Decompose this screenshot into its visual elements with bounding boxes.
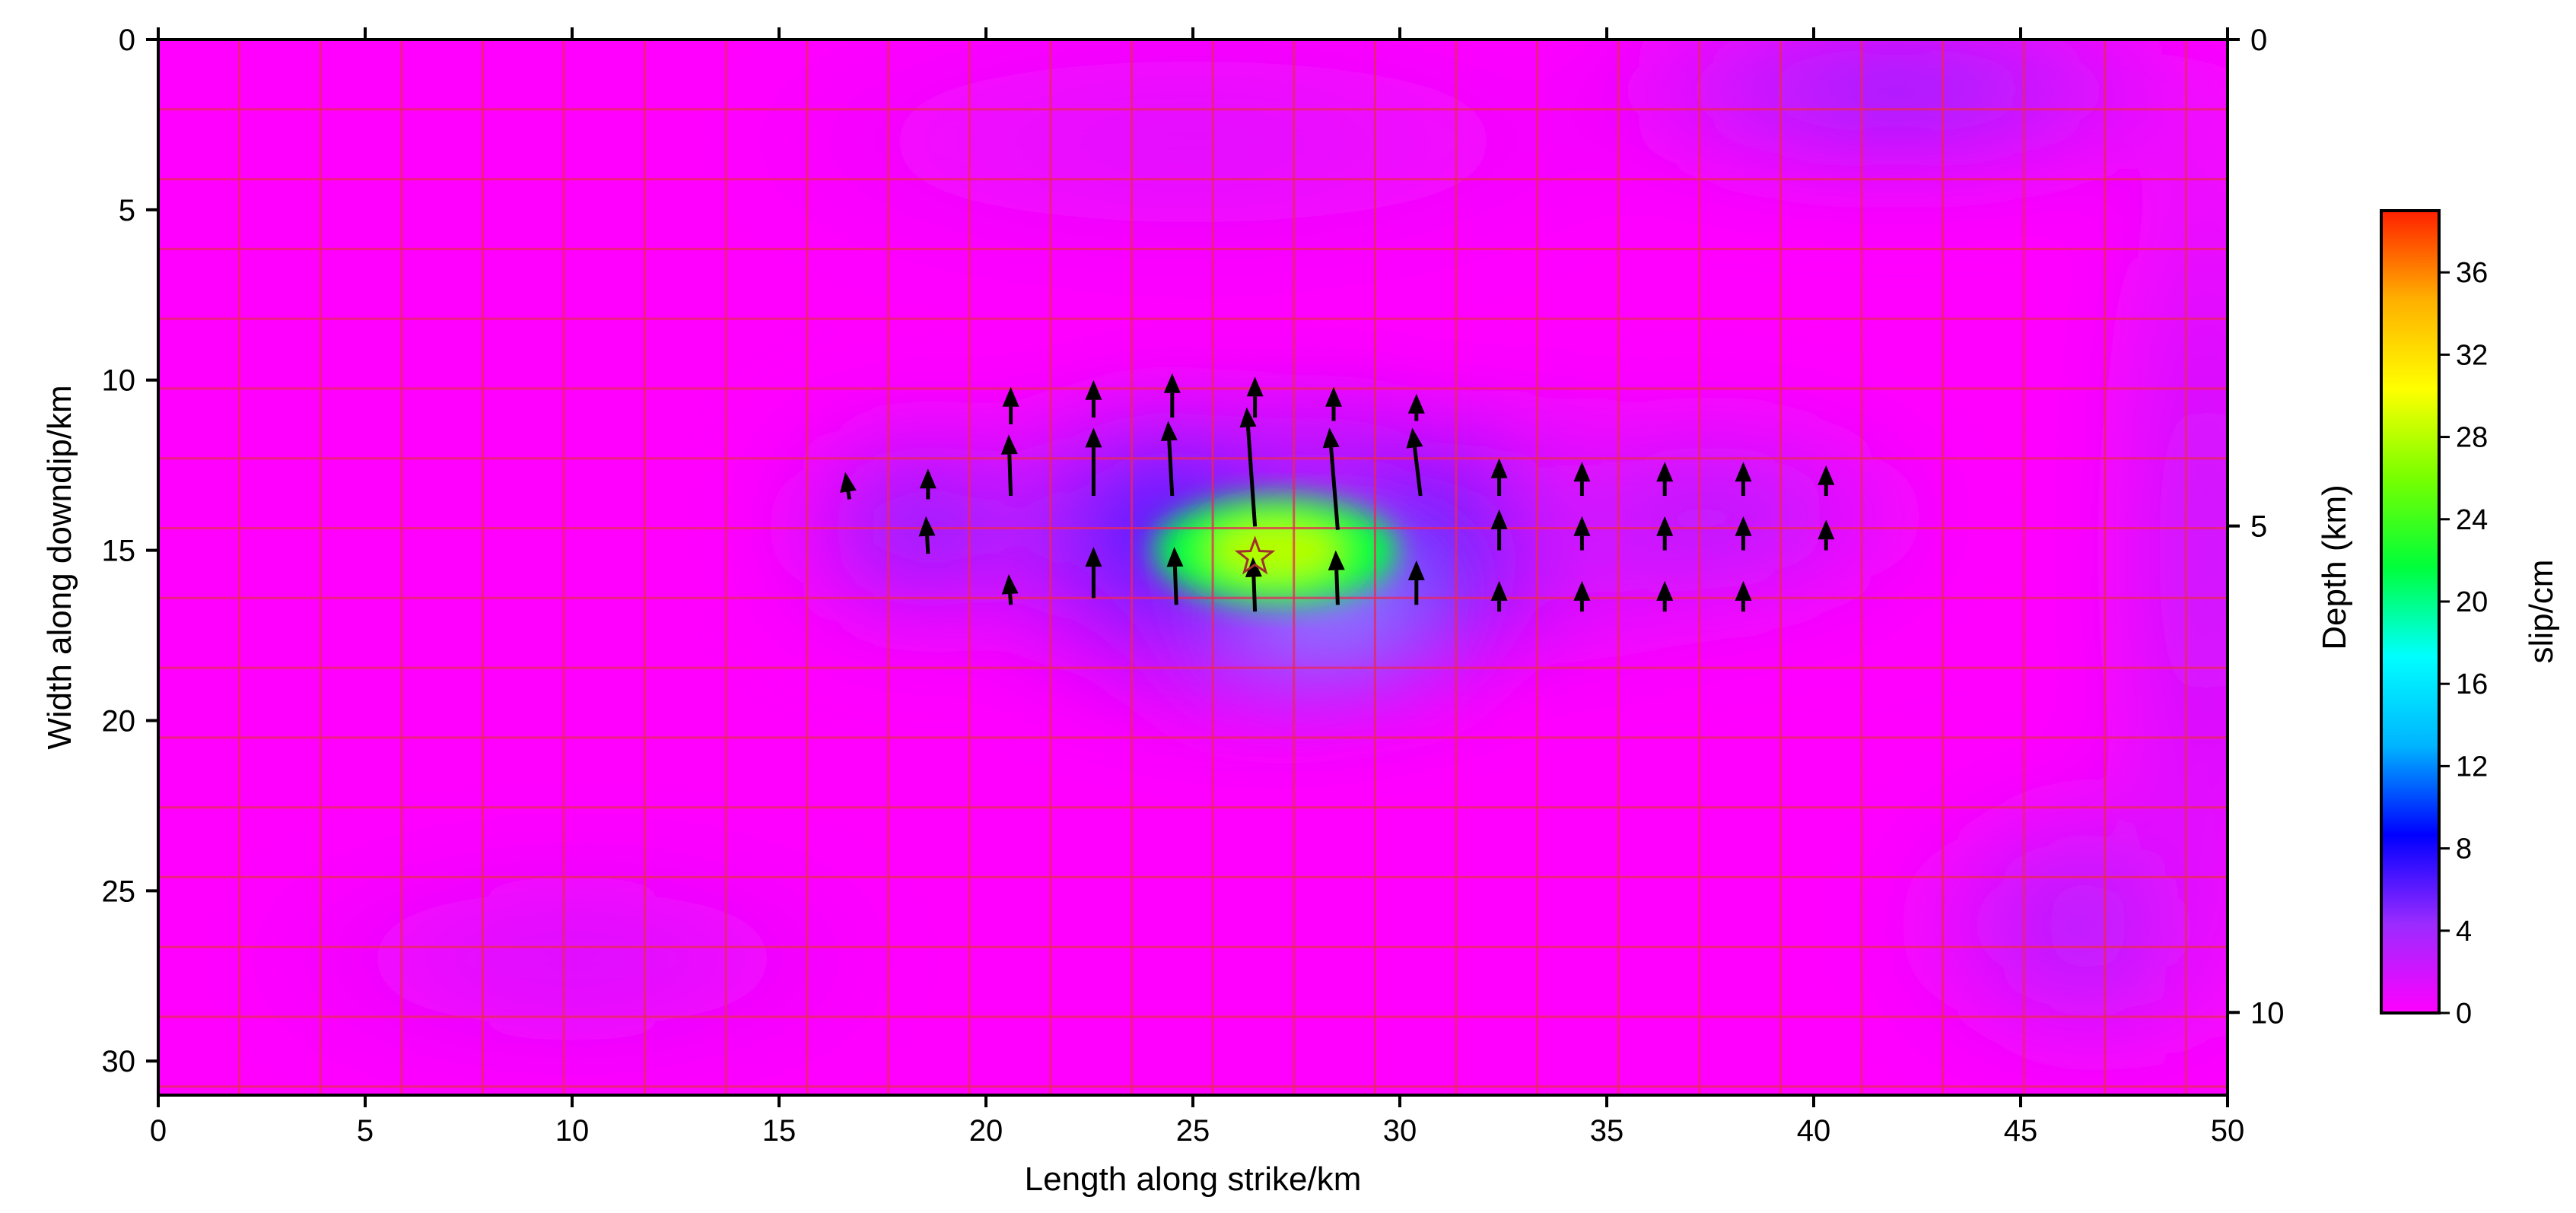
slip-vector-arrow	[1166, 547, 1184, 605]
x-tick-label: 15	[762, 1114, 797, 1148]
slip-patch	[2189, 446, 2225, 655]
star-icon	[1234, 535, 1276, 575]
slip-vector-arrow	[1656, 580, 1674, 612]
slip-vector-arrow	[1085, 379, 1102, 418]
colorbar-tick-label: 28	[2456, 422, 2488, 454]
slip-vector-arrow	[1239, 407, 1258, 527]
colorbar-tick-label: 4	[2456, 916, 2472, 948]
x-tick-label: 5	[357, 1114, 374, 1148]
colorbar-tick-label: 24	[2456, 504, 2488, 536]
y-tick-label: 25	[102, 875, 136, 908]
y-tick-label: 15	[102, 535, 136, 568]
x-tick-label: 30	[1383, 1114, 1417, 1148]
plot-area	[158, 40, 2228, 1095]
colorbar-tick-label: 36	[2456, 257, 2488, 289]
slip-patch	[508, 940, 636, 978]
x-axis: 0 5 10 15 20 25 30 35 40 45 50	[150, 1095, 2244, 1148]
colorbar-fill	[2381, 211, 2439, 1013]
colorbar-tick-label: 16	[2456, 668, 2488, 700]
slip-vector-arrow	[1407, 393, 1425, 421]
y-tick-label: 20	[102, 704, 136, 738]
slip-vector-arrow	[1573, 462, 1591, 496]
slip-vector-arrow	[1735, 580, 1752, 612]
slip-vector-arrow	[1656, 462, 1674, 496]
depth-axis: 0 5 10	[2228, 24, 2285, 1030]
slip-vector-arrow	[1085, 547, 1102, 599]
colorbar-title: slip/cm	[2523, 560, 2560, 664]
slip-patch	[1665, 497, 1756, 535]
slip-vector-arrow	[1246, 376, 1264, 418]
slip-patch	[1102, 119, 1283, 164]
slip-vector-arrow	[1085, 427, 1102, 496]
x-tick-label: 20	[969, 1114, 1003, 1148]
slip-vector-arrow	[1490, 509, 1508, 551]
x-axis-title: Length along strike/km	[1025, 1161, 1362, 1198]
colorbar: 0 4 8 12 16 20 24 28 32 36	[2380, 209, 2488, 1030]
colorbar-tick-label: 0	[2456, 998, 2472, 1030]
slip-vector-arrow	[1325, 386, 1342, 421]
colorbar-tick-label: 20	[2456, 586, 2488, 618]
slip-vector-arrow	[1735, 462, 1752, 496]
slip-vector-arrow	[918, 516, 936, 554]
slip-vector-arrow	[1002, 386, 1019, 424]
y-tick-label: 10	[102, 364, 136, 398]
slip-vector-arrow	[840, 472, 857, 500]
slip-vector-arrow	[1490, 458, 1508, 496]
depth-tick-label: 0	[2250, 24, 2267, 57]
slip-vector-arrow	[1573, 580, 1591, 612]
slip-vectors	[840, 373, 1835, 612]
x-tick-label: 40	[1797, 1114, 1831, 1148]
x-tick-label: 50	[2211, 1114, 2245, 1148]
colorbar-frame	[2380, 209, 2441, 1015]
slip-vector-arrow	[919, 468, 937, 500]
slip-patch	[2062, 898, 2145, 951]
depth-axis-title: Depth (km)	[2316, 484, 2353, 650]
colorbar-tick-label: 12	[2456, 751, 2488, 783]
slip-vector-arrow	[1328, 550, 1345, 605]
y-tick-label: 0	[119, 24, 135, 57]
colorbar-tick-label: 32	[2456, 339, 2488, 371]
slip-vector-arrow	[1322, 427, 1340, 530]
slip-vector-arrow	[1573, 516, 1591, 551]
slip-vector-arrow	[1160, 421, 1178, 497]
colorbar-tick-label: 8	[2456, 834, 2472, 865]
slip-vector-arrow	[1818, 465, 1835, 496]
fault-grid	[158, 40, 2228, 1095]
slip-vector-arrow	[1245, 557, 1262, 612]
slip-vector-arrow	[1001, 574, 1019, 605]
y-axis: 0 5 10 15 20 25 30	[102, 24, 158, 1078]
slip-vector-arrow	[1656, 516, 1674, 551]
x-axis-top-ticks	[157, 27, 2229, 40]
slip-patch	[1216, 523, 1335, 577]
x-tick-label: 0	[150, 1114, 167, 1148]
x-tick-label: 25	[1176, 1114, 1210, 1148]
y-axis-title: Width along downdip/km	[41, 385, 78, 749]
slip-vector-arrow	[1818, 519, 1835, 551]
depth-tick-label: 5	[2250, 510, 2267, 544]
hypocenter-star	[1234, 535, 1276, 575]
y-tick-label: 5	[119, 194, 135, 227]
slip-vector-arrow	[1407, 560, 1425, 605]
slip-vector-arrow	[1490, 580, 1508, 612]
slip-vector-arrow	[1163, 373, 1181, 418]
slip-vector-arrow	[1000, 434, 1018, 497]
slip-vector-arrow	[1406, 427, 1423, 497]
slip-patch	[1833, 75, 1961, 106]
y-tick-label: 30	[102, 1045, 136, 1078]
slip-vector-arrow	[1735, 516, 1752, 551]
x-tick-label: 45	[2004, 1114, 2038, 1148]
x-tick-label: 10	[555, 1114, 590, 1148]
x-tick-label: 35	[1590, 1114, 1624, 1148]
depth-tick-label: 10	[2250, 996, 2285, 1030]
colorbar-ticks: 0 4 8 12 16 20 24 28 32 36	[2439, 257, 2488, 1030]
